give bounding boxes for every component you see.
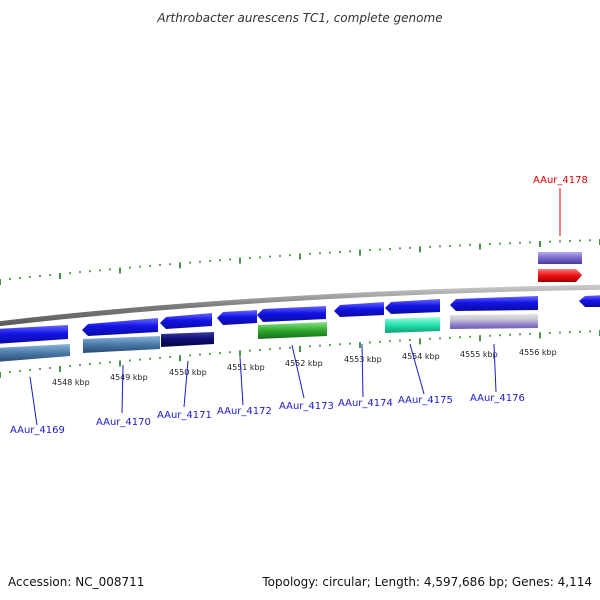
gene-label[interactable]: AAur_4176 — [470, 393, 525, 404]
gene-label[interactable]: AAur_4170 — [96, 417, 151, 428]
gene-leader-line — [29, 376, 38, 426]
genome-backbone — [0, 284, 600, 327]
gene-feature[interactable] — [538, 269, 582, 282]
gene-leader-line — [291, 344, 305, 399]
gene-label[interactable]: AAur_4172 — [217, 406, 272, 417]
gene-leader-line — [183, 360, 189, 408]
gene-feature[interactable] — [334, 302, 384, 317]
gene-feature[interactable] — [0, 344, 70, 362]
gene-feature[interactable] — [258, 322, 327, 339]
gene-label[interactable]: AAur_4171 — [157, 410, 212, 421]
outer-tick-ring — [0, 239, 600, 285]
map-title: Arthrobacter aurescens TC1, complete gen… — [156, 11, 442, 25]
gene-feature[interactable] — [160, 313, 212, 329]
gene-track-upper — [0, 295, 600, 344]
gene-feature[interactable] — [385, 317, 440, 333]
gene-feature[interactable] — [450, 296, 538, 311]
gene-leader-line — [493, 343, 497, 393]
gene-label[interactable]: AAur_4169 — [10, 425, 65, 436]
gene-feature[interactable] — [450, 314, 538, 329]
gene-feature[interactable] — [161, 332, 214, 347]
scale-label: 4553 kbp — [344, 355, 382, 364]
topology-summary: Topology: circular; Length: 4,597,686 bp… — [261, 575, 592, 589]
scale-label: 4550 kbp — [169, 368, 207, 377]
gene-label[interactable]: AAur_4173 — [279, 401, 334, 412]
gene-leaders — [29, 188, 561, 426]
gene-label[interactable]: AAur_4174 — [338, 398, 393, 409]
gene-label[interactable]: AAur_4178 — [533, 175, 588, 186]
gene-track-lower — [0, 314, 538, 362]
scale-label: 4549 kbp — [110, 373, 148, 382]
gene-leader-line — [361, 343, 364, 398]
gene-feature[interactable] — [385, 299, 440, 314]
gene-leader-line — [121, 364, 124, 414]
gene-feature[interactable] — [217, 310, 257, 325]
gene-feature[interactable] — [0, 325, 68, 344]
scale-label: 4552 kbp — [285, 359, 323, 368]
gene-leader-line — [239, 356, 244, 406]
scale-label: 4548 kbp — [52, 378, 90, 387]
gene-feature[interactable] — [538, 252, 582, 264]
inner-tick-ring — [0, 330, 600, 378]
gene-track-outer — [538, 252, 582, 282]
scale-label: 4555 kbp — [460, 350, 498, 359]
gene-labels: AAur_4169 AAur_4170 AAur_4171 AAur_4172 … — [10, 175, 588, 436]
scale-label: 4551 kbp — [227, 363, 265, 372]
gene-feature[interactable] — [257, 306, 326, 322]
scale-labels: 4548 kbp 4549 kbp 4550 kbp 4551 kbp 4552… — [52, 348, 557, 387]
gene-feature[interactable] — [83, 336, 160, 353]
scale-label: 4554 kbp — [402, 352, 440, 361]
scale-label: 4556 kbp — [519, 348, 557, 357]
gene-feature[interactable] — [579, 295, 600, 307]
accession-text: Accession: NC_008711 — [8, 575, 144, 589]
gene-leader-line — [409, 343, 425, 395]
gene-feature[interactable] — [82, 318, 158, 336]
gene-label[interactable]: AAur_4175 — [398, 395, 453, 406]
